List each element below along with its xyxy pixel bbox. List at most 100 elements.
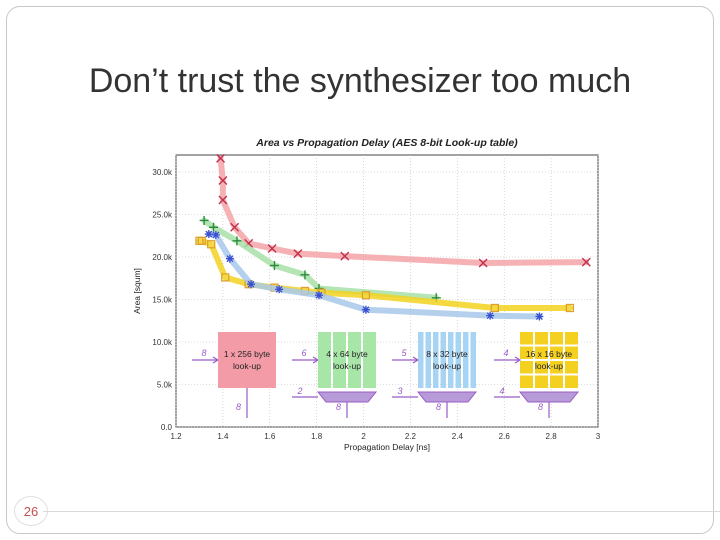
- data-point: [218, 195, 228, 205]
- mux-shape: [518, 391, 580, 403]
- data-point: [581, 257, 591, 267]
- y-tick-label: 30.0k: [152, 168, 173, 177]
- data-point: [207, 240, 216, 249]
- y-tick-label: 10.0k: [152, 338, 173, 347]
- x-tick-label: 2.6: [499, 432, 511, 441]
- data-point: [218, 176, 228, 185]
- data-point: [490, 303, 499, 313]
- slide-title: Don’t trust the synthesizer too much: [88, 62, 632, 100]
- x-tick-label: 1.6: [264, 432, 276, 441]
- data-point: [300, 270, 310, 280]
- series-line: [217, 155, 590, 266]
- x-tick-label: 1.2: [170, 432, 182, 441]
- page-number: 26: [14, 496, 720, 526]
- x-tick-label: 2.4: [452, 432, 464, 441]
- chart-title: Area vs Propagation Delay (AES 8-bit Loo…: [255, 137, 518, 149]
- data-point: [204, 230, 213, 239]
- output-bits-label: 8: [336, 402, 341, 412]
- lookup-block: [535, 375, 548, 388]
- lookup-block: [218, 332, 276, 388]
- lookup-block: [550, 375, 563, 388]
- select-bits-label: 3: [397, 386, 402, 396]
- lookup-block: [565, 346, 578, 359]
- x-tick-label: 1.8: [311, 432, 323, 441]
- lookup-block: [463, 332, 469, 388]
- inset-label: 4 x 64 byte: [326, 349, 368, 359]
- lookup-block: [520, 375, 533, 388]
- lookup-block: [565, 332, 578, 345]
- inset-label-sub: look-up: [535, 361, 563, 371]
- data-point: [535, 312, 544, 321]
- lookup-block: [455, 332, 461, 388]
- inset-label: 16 x 16 byte: [526, 349, 573, 359]
- y-axis-label: Area [squm]: [132, 268, 142, 314]
- y-tick-label: 15.0k: [152, 296, 173, 305]
- data-point: [293, 249, 303, 259]
- x-tick-label: 2.8: [546, 432, 558, 441]
- x-tick-label: 2.2: [405, 432, 417, 441]
- data-point: [361, 291, 371, 300]
- lookup-block: [550, 346, 563, 359]
- input-bits-label: 5: [401, 348, 407, 358]
- inset-label-sub: look-up: [233, 361, 261, 371]
- data-point: [361, 305, 370, 314]
- inset-label-sub: look-up: [333, 361, 361, 371]
- lookup-block: [418, 332, 424, 388]
- lookup-block: [433, 332, 439, 388]
- output-bits-label: 8: [538, 402, 543, 412]
- data-point: [247, 280, 256, 289]
- lookup-block: [440, 332, 446, 388]
- input-bits-label: 4: [503, 348, 508, 358]
- input-bits-label: 8: [201, 348, 206, 358]
- lookup-block: [333, 332, 346, 388]
- inset-label-sub: look-up: [433, 361, 461, 371]
- lookup-block: [550, 361, 563, 374]
- input-arrow: [514, 356, 522, 364]
- lookup-block: [520, 332, 533, 345]
- lookup-block: [565, 375, 578, 388]
- x-axis-label: Propagation Delay [ns]: [344, 442, 430, 452]
- lookup-block: [535, 346, 548, 359]
- data-point: [565, 303, 575, 313]
- data-point: [340, 251, 350, 261]
- lookup-block: [448, 332, 454, 388]
- data-point: [230, 222, 240, 232]
- output-bits-label: 8: [236, 402, 241, 412]
- input-bits-label: 6: [301, 348, 306, 358]
- lookup-block: [535, 361, 548, 374]
- lookup-block: [425, 332, 431, 388]
- lookup-block: [348, 332, 361, 388]
- x-tick-label: 3: [596, 432, 601, 441]
- inset-label: 1 x 256 byte: [224, 349, 271, 359]
- data-point: [478, 258, 488, 268]
- lookup-block: [535, 332, 548, 345]
- data-point: [199, 215, 209, 225]
- data-point: [225, 254, 234, 263]
- y-tick-label: 0.0: [161, 423, 173, 432]
- output-bits-label: 8: [436, 402, 441, 412]
- inset-label: 8 x 32 byte: [426, 349, 468, 359]
- x-tick-label: 1.4: [217, 432, 229, 441]
- y-tick-label: 25.0k: [152, 211, 173, 220]
- x-tick-label: 2: [361, 432, 366, 441]
- mux-shape: [316, 391, 378, 403]
- data-point: [197, 236, 206, 246]
- data-point: [269, 261, 279, 270]
- select-bits-label: 4: [499, 386, 504, 396]
- data-point: [275, 285, 284, 294]
- y-tick-label: 20.0k: [152, 253, 173, 262]
- lookup-block: [520, 346, 533, 359]
- data-point: [486, 311, 495, 320]
- select-bits-label: 2: [296, 386, 302, 396]
- lookup-block: [550, 332, 563, 345]
- lookup-block: [363, 332, 376, 388]
- data-point: [267, 244, 277, 253]
- data-point: [221, 273, 230, 282]
- data-point: [209, 222, 219, 232]
- data-point: [211, 230, 220, 239]
- data-point: [315, 291, 324, 300]
- data-point: [232, 236, 242, 246]
- lookup-block: [470, 332, 476, 388]
- data-point: [216, 153, 226, 163]
